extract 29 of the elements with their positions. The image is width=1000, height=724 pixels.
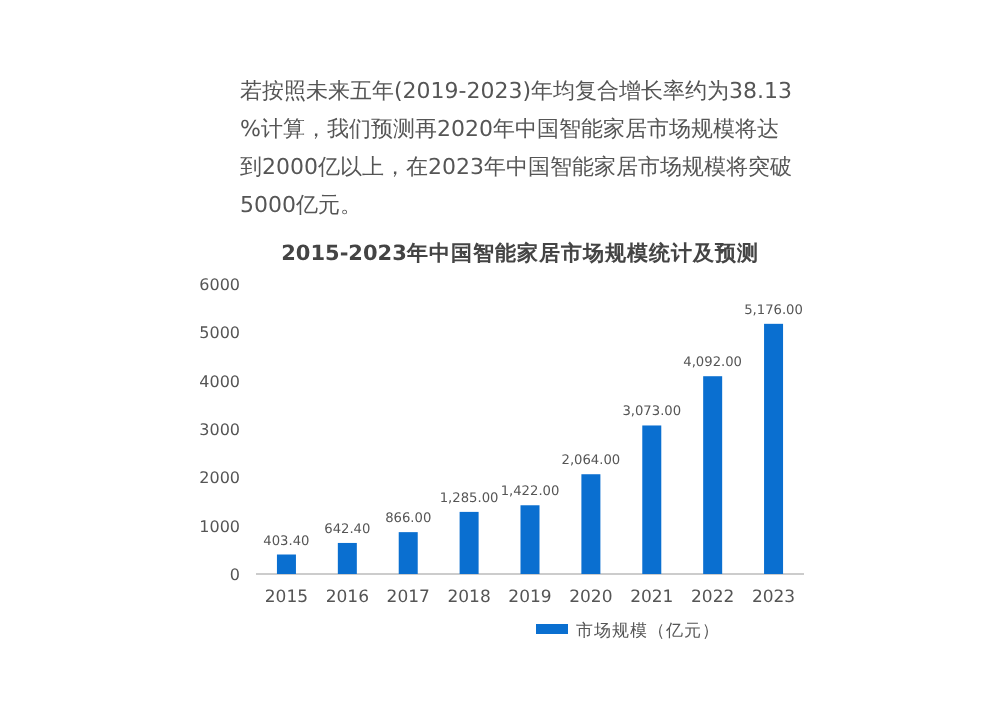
bar: [703, 376, 723, 574]
y-tick-label: 1000: [199, 517, 240, 536]
bar: [520, 505, 540, 574]
bar: [581, 474, 601, 574]
bar: [276, 554, 296, 574]
y-tick-label: 2000: [199, 469, 240, 488]
x-tick-label: 2020: [569, 588, 613, 608]
x-tick-label: 2023: [751, 588, 796, 608]
x-tick-label: 2022: [691, 588, 735, 608]
x-tick-label: 2019: [508, 588, 552, 608]
x-tick-label: 2016: [325, 588, 369, 608]
y-tick-label: 5000: [199, 324, 240, 343]
y-tick-label: 4000: [199, 372, 240, 391]
x-tick-label: 2017: [386, 588, 430, 608]
bar: [337, 542, 357, 574]
y-tick-label: 3000: [199, 421, 240, 439]
legend-label: 市场规模（亿元）: [576, 620, 720, 642]
x-tick-label: 2018: [447, 588, 491, 608]
x-tick-label: 2021: [630, 588, 674, 608]
chart-title: 2015-2023年中国智能家居市场规模统计及预测: [281, 240, 759, 266]
subtitle: 若按照未来五年(2019-2023)年均复合增长率约为38.13%计算，我们预测再2020年中国智能家居市场规模将达到2000亿以上，在2023年中国智能家居市场规模将突破5000亿元。: [240, 78, 793, 218]
y-tick-label: 0: [229, 566, 240, 584]
bar: [642, 425, 662, 574]
x-tick-label: 2015: [264, 588, 309, 608]
legend: 市场规模（亿元）: [536, 622, 720, 642]
bar: [764, 323, 784, 574]
bar: [459, 511, 479, 574]
y-tick-label: 6000: [199, 276, 240, 294]
bar: [398, 532, 418, 574]
